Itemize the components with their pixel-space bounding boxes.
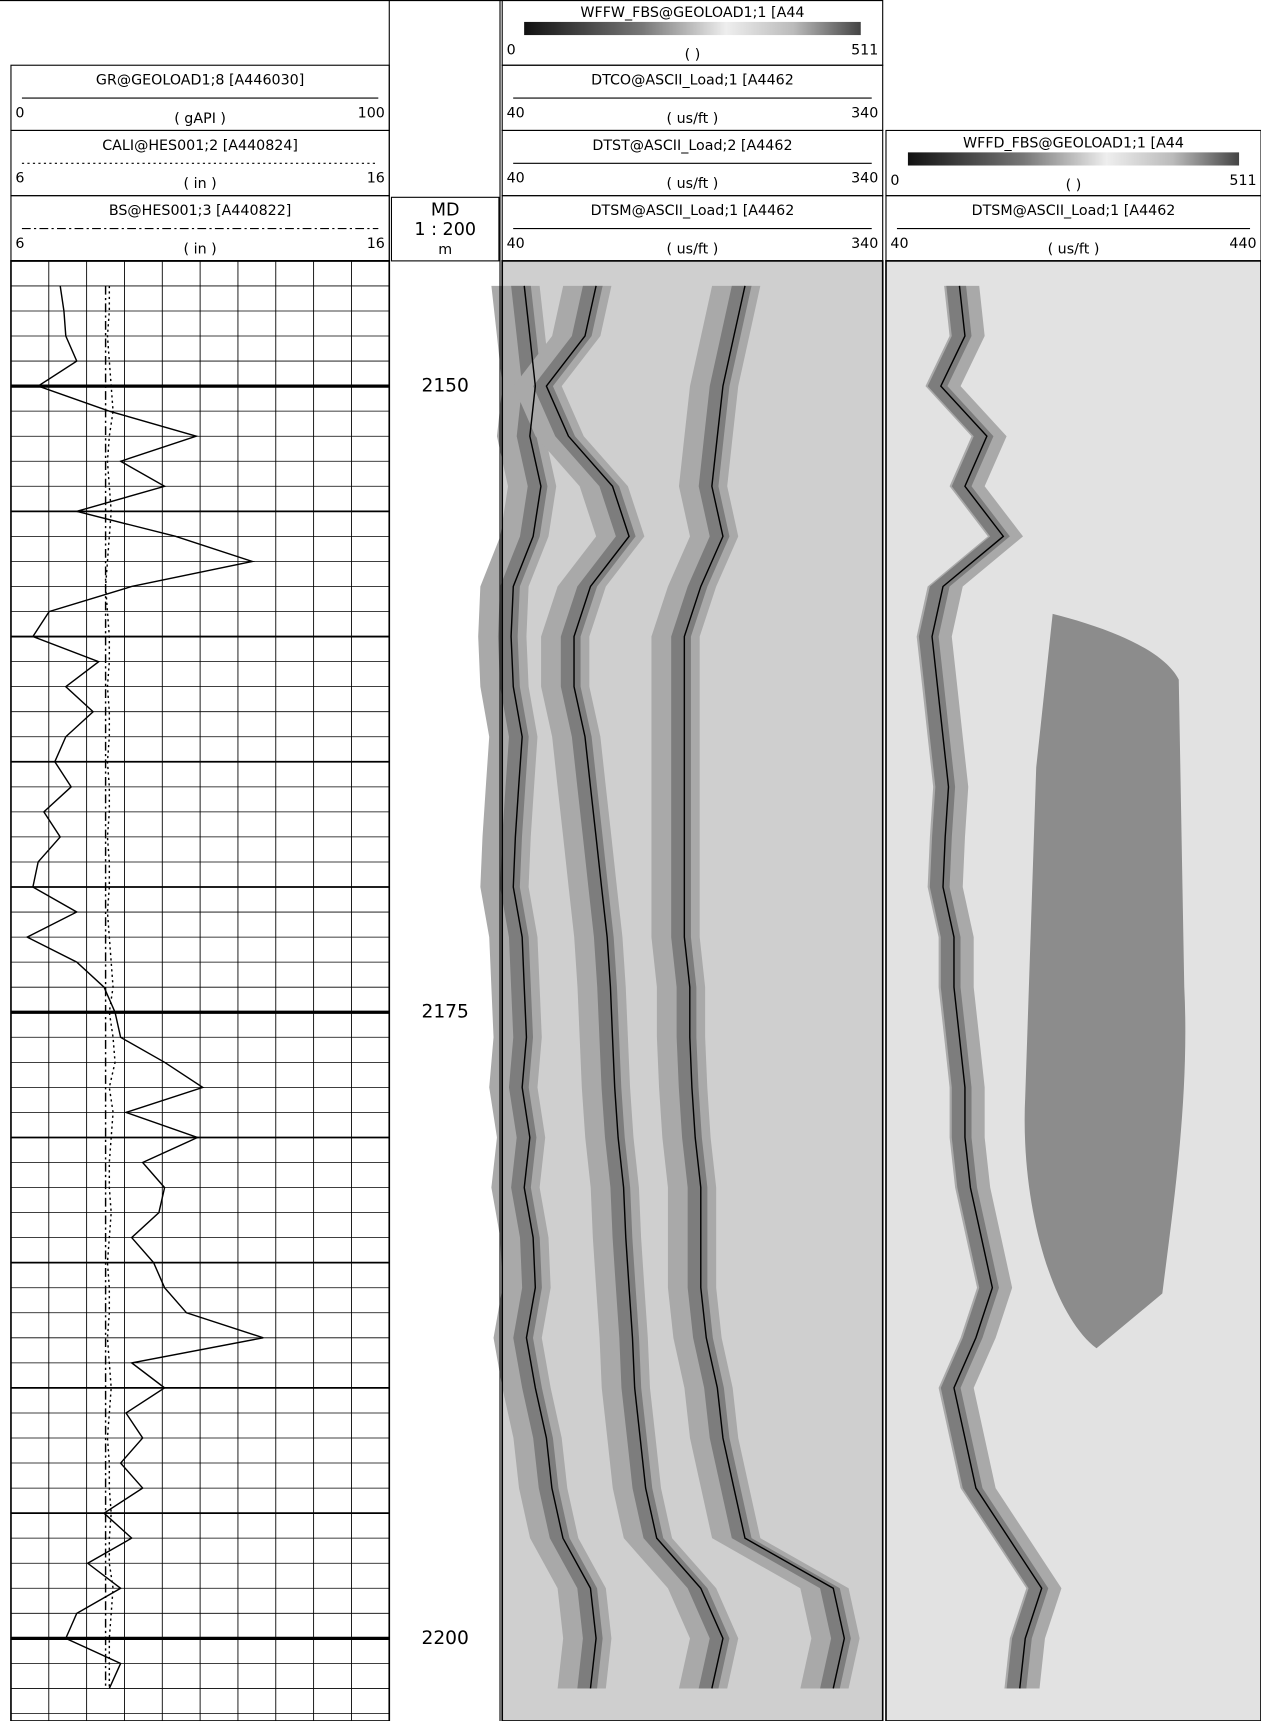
- scale-min: 40: [507, 236, 525, 252]
- curve-unit: ( us/ft ): [1048, 241, 1100, 257]
- scale-min: 40: [507, 171, 525, 187]
- curve-name: DTSM@ASCII_Load;1 [A4462: [972, 203, 1176, 219]
- curve-name: DTCO@ASCII_Load;1 [A4462: [591, 73, 794, 89]
- curve-name: DTSM@ASCII_Load;1 [A4462: [591, 203, 795, 219]
- scale-min: 40: [890, 236, 908, 252]
- depth-scale: 1 : 200: [414, 220, 476, 240]
- scale-max: 16: [367, 236, 385, 252]
- image-min: 0: [890, 173, 899, 189]
- image-name: WFFD_FBS@GEOLOAD1;1 [A44: [963, 136, 1184, 152]
- scale-min: 40: [507, 105, 525, 121]
- curve-unit: ( gAPI ): [174, 111, 226, 127]
- scale-max: 440: [1229, 236, 1256, 252]
- curve-unit: ( us/ft ): [667, 176, 719, 192]
- curve-name: DTST@ASCII_Load;2 [A4462: [592, 138, 792, 154]
- well-log: MD 1 : 200 m GR@GEOLOAD1;8 [A446030] 0 100…: [0, 0, 1261, 1721]
- image-min: 0: [507, 42, 516, 58]
- depth-title: MD: [431, 200, 460, 220]
- curve-name: GR@GEOLOAD1;8 [A446030]: [96, 73, 304, 89]
- curve-unit: ( us/ft ): [667, 111, 719, 127]
- curve-unit: ( us/ft ): [667, 241, 719, 257]
- curve-name: CALI@HES001;2 [A440824]: [102, 138, 298, 154]
- depth-unit: m: [438, 242, 452, 258]
- depth-label: 2175: [421, 1002, 468, 1023]
- scale-min: 0: [15, 105, 24, 121]
- page: MD 1 : 200 m GR@GEOLOAD1;8 [A446030] 0 100…: [0, 0, 1261, 1721]
- scale-min: 6: [15, 171, 24, 187]
- scale-max: 340: [851, 236, 878, 252]
- image-unit: ( ): [685, 47, 701, 63]
- depth-label: 2200: [421, 1628, 468, 1649]
- density-image: [1025, 614, 1186, 1348]
- curve-name: BS@HES001;3 [A440822]: [109, 203, 291, 219]
- curve-unit: ( in ): [184, 241, 217, 257]
- image-unit: ( ): [1066, 177, 1082, 193]
- image-max: 511: [851, 42, 878, 58]
- scale-max: 340: [851, 105, 878, 121]
- color-bar: [524, 22, 861, 35]
- image-max: 511: [1229, 173, 1256, 189]
- image-name: WFFW_FBS@GEOLOAD1;1 [A44: [580, 5, 804, 21]
- depth-label: 2150: [421, 376, 468, 397]
- scale-max: 100: [358, 105, 385, 121]
- scale-min: 6: [15, 236, 24, 252]
- color-bar: [908, 152, 1239, 165]
- scale-max: 16: [367, 171, 385, 187]
- scale-max: 340: [851, 171, 878, 187]
- curve-unit: ( in ): [184, 176, 217, 192]
